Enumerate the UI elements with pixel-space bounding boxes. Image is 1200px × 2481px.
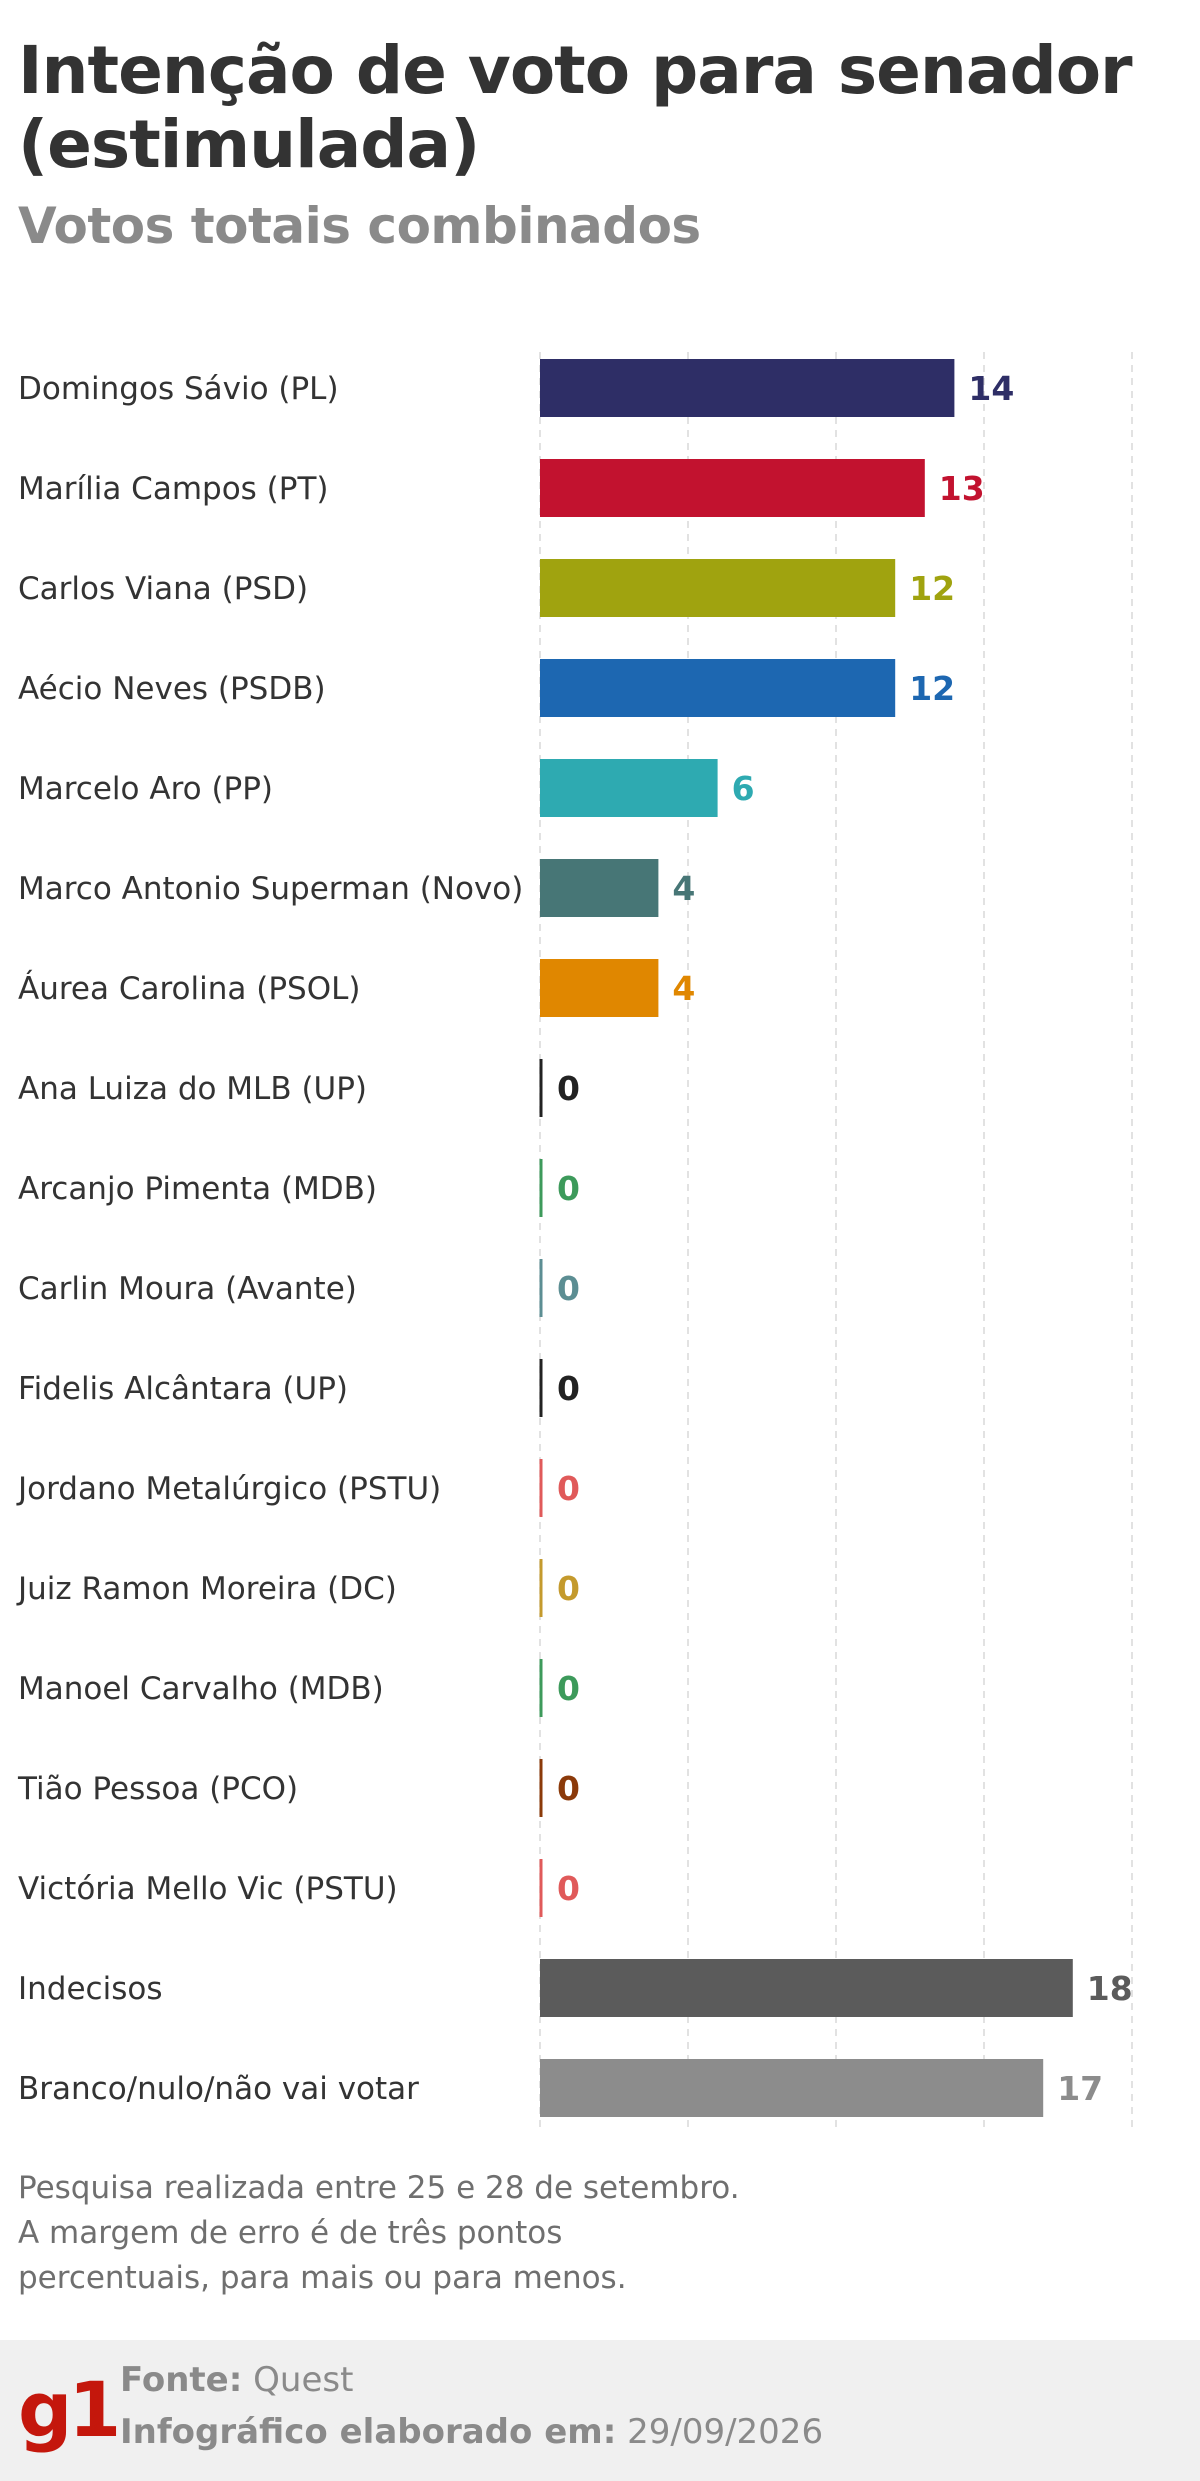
data-label: 0 xyxy=(557,1569,580,1608)
data-label: 12 xyxy=(909,569,955,608)
category-label: Carlos Viana (PSD) xyxy=(18,571,308,607)
bar xyxy=(540,459,925,517)
date-line: Infográfico elaborado em: 29/09/2026 xyxy=(120,2412,823,2452)
data-label: 6 xyxy=(732,769,755,808)
methodology-note: Pesquisa realizada entre 25 e 28 de sete… xyxy=(18,2166,818,2301)
data-label: 0 xyxy=(557,1069,580,1108)
data-label: 0 xyxy=(557,1369,580,1408)
note-line: percentuais, para mais ou para menos. xyxy=(18,2260,627,2296)
bar xyxy=(540,559,896,617)
date-value: 29/09/2026 xyxy=(627,2412,824,2452)
data-label: 17 xyxy=(1057,2069,1103,2108)
note-line: Pesquisa realizada entre 25 e 28 de sete… xyxy=(18,2170,740,2206)
data-label: 0 xyxy=(557,1169,580,1208)
category-label: Marcelo Aro (PP) xyxy=(18,771,273,807)
data-label: 0 xyxy=(557,1669,580,1708)
data-label: 18 xyxy=(1087,1969,1133,2008)
category-label: Aécio Neves (PSDB) xyxy=(18,671,326,707)
category-label: Manoel Carvalho (MDB) xyxy=(18,1671,384,1707)
category-label: Áurea Carolina (PSOL) xyxy=(18,971,360,1007)
data-label: 0 xyxy=(557,1769,580,1808)
source-value: Quest xyxy=(253,2360,354,2400)
category-label: Arcanjo Pimenta (MDB) xyxy=(18,1171,377,1207)
category-label: Domingos Sávio (PL) xyxy=(18,371,339,407)
bar xyxy=(540,2059,1044,2117)
category-label: Tião Pessoa (PCO) xyxy=(17,1771,298,1807)
g1-logo: g1 xyxy=(18,2365,121,2454)
category-label: Marco Antonio Superman (Novo) xyxy=(18,871,523,907)
chart-title: Intenção de voto para senador (estimulad… xyxy=(18,32,1133,183)
data-label: 4 xyxy=(672,869,695,908)
bar xyxy=(540,959,659,1017)
bar xyxy=(540,659,896,717)
bar xyxy=(540,859,659,917)
category-label: Jordano Metalúrgico (PSTU) xyxy=(16,1471,441,1507)
data-label: 4 xyxy=(672,969,695,1008)
date-key: Infográfico elaborado em: xyxy=(120,2412,617,2452)
chart-subtitle: Votos totais combinados xyxy=(18,197,701,255)
category-label: Fidelis Alcântara (UP) xyxy=(18,1371,348,1407)
category-label: Marília Campos (PT) xyxy=(18,471,328,507)
footer: g1 Fonte: Quest Infográfico elaborado em… xyxy=(0,2340,1200,2481)
data-label: 14 xyxy=(968,369,1014,408)
data-label: 0 xyxy=(557,1869,580,1908)
category-label: Carlin Moura (Avante) xyxy=(18,1271,357,1307)
bar xyxy=(540,359,955,417)
bar xyxy=(540,759,718,817)
source-key: Fonte: xyxy=(120,2360,243,2400)
category-label: Indecisos xyxy=(18,1971,162,2007)
data-label: 12 xyxy=(909,669,955,708)
category-label: Branco/nulo/não vai votar xyxy=(18,2071,419,2107)
source-line: Fonte: Quest xyxy=(120,2360,353,2400)
data-label: 0 xyxy=(557,1269,580,1308)
note-line: A margem de erro é de três pontos xyxy=(18,2215,563,2251)
category-label: Victória Mello Vic (PSTU) xyxy=(18,1871,398,1907)
bar xyxy=(540,1959,1073,2017)
data-label: 0 xyxy=(557,1469,580,1508)
bar-chart: Domingos Sávio (PL) 14 Marília Campos (PT)… xyxy=(16,352,1133,2130)
category-label: Ana Luiza do MLB (UP) xyxy=(18,1071,367,1107)
category-label: Juiz Ramon Moreira (DC) xyxy=(16,1571,397,1607)
data-label: 13 xyxy=(939,469,985,508)
